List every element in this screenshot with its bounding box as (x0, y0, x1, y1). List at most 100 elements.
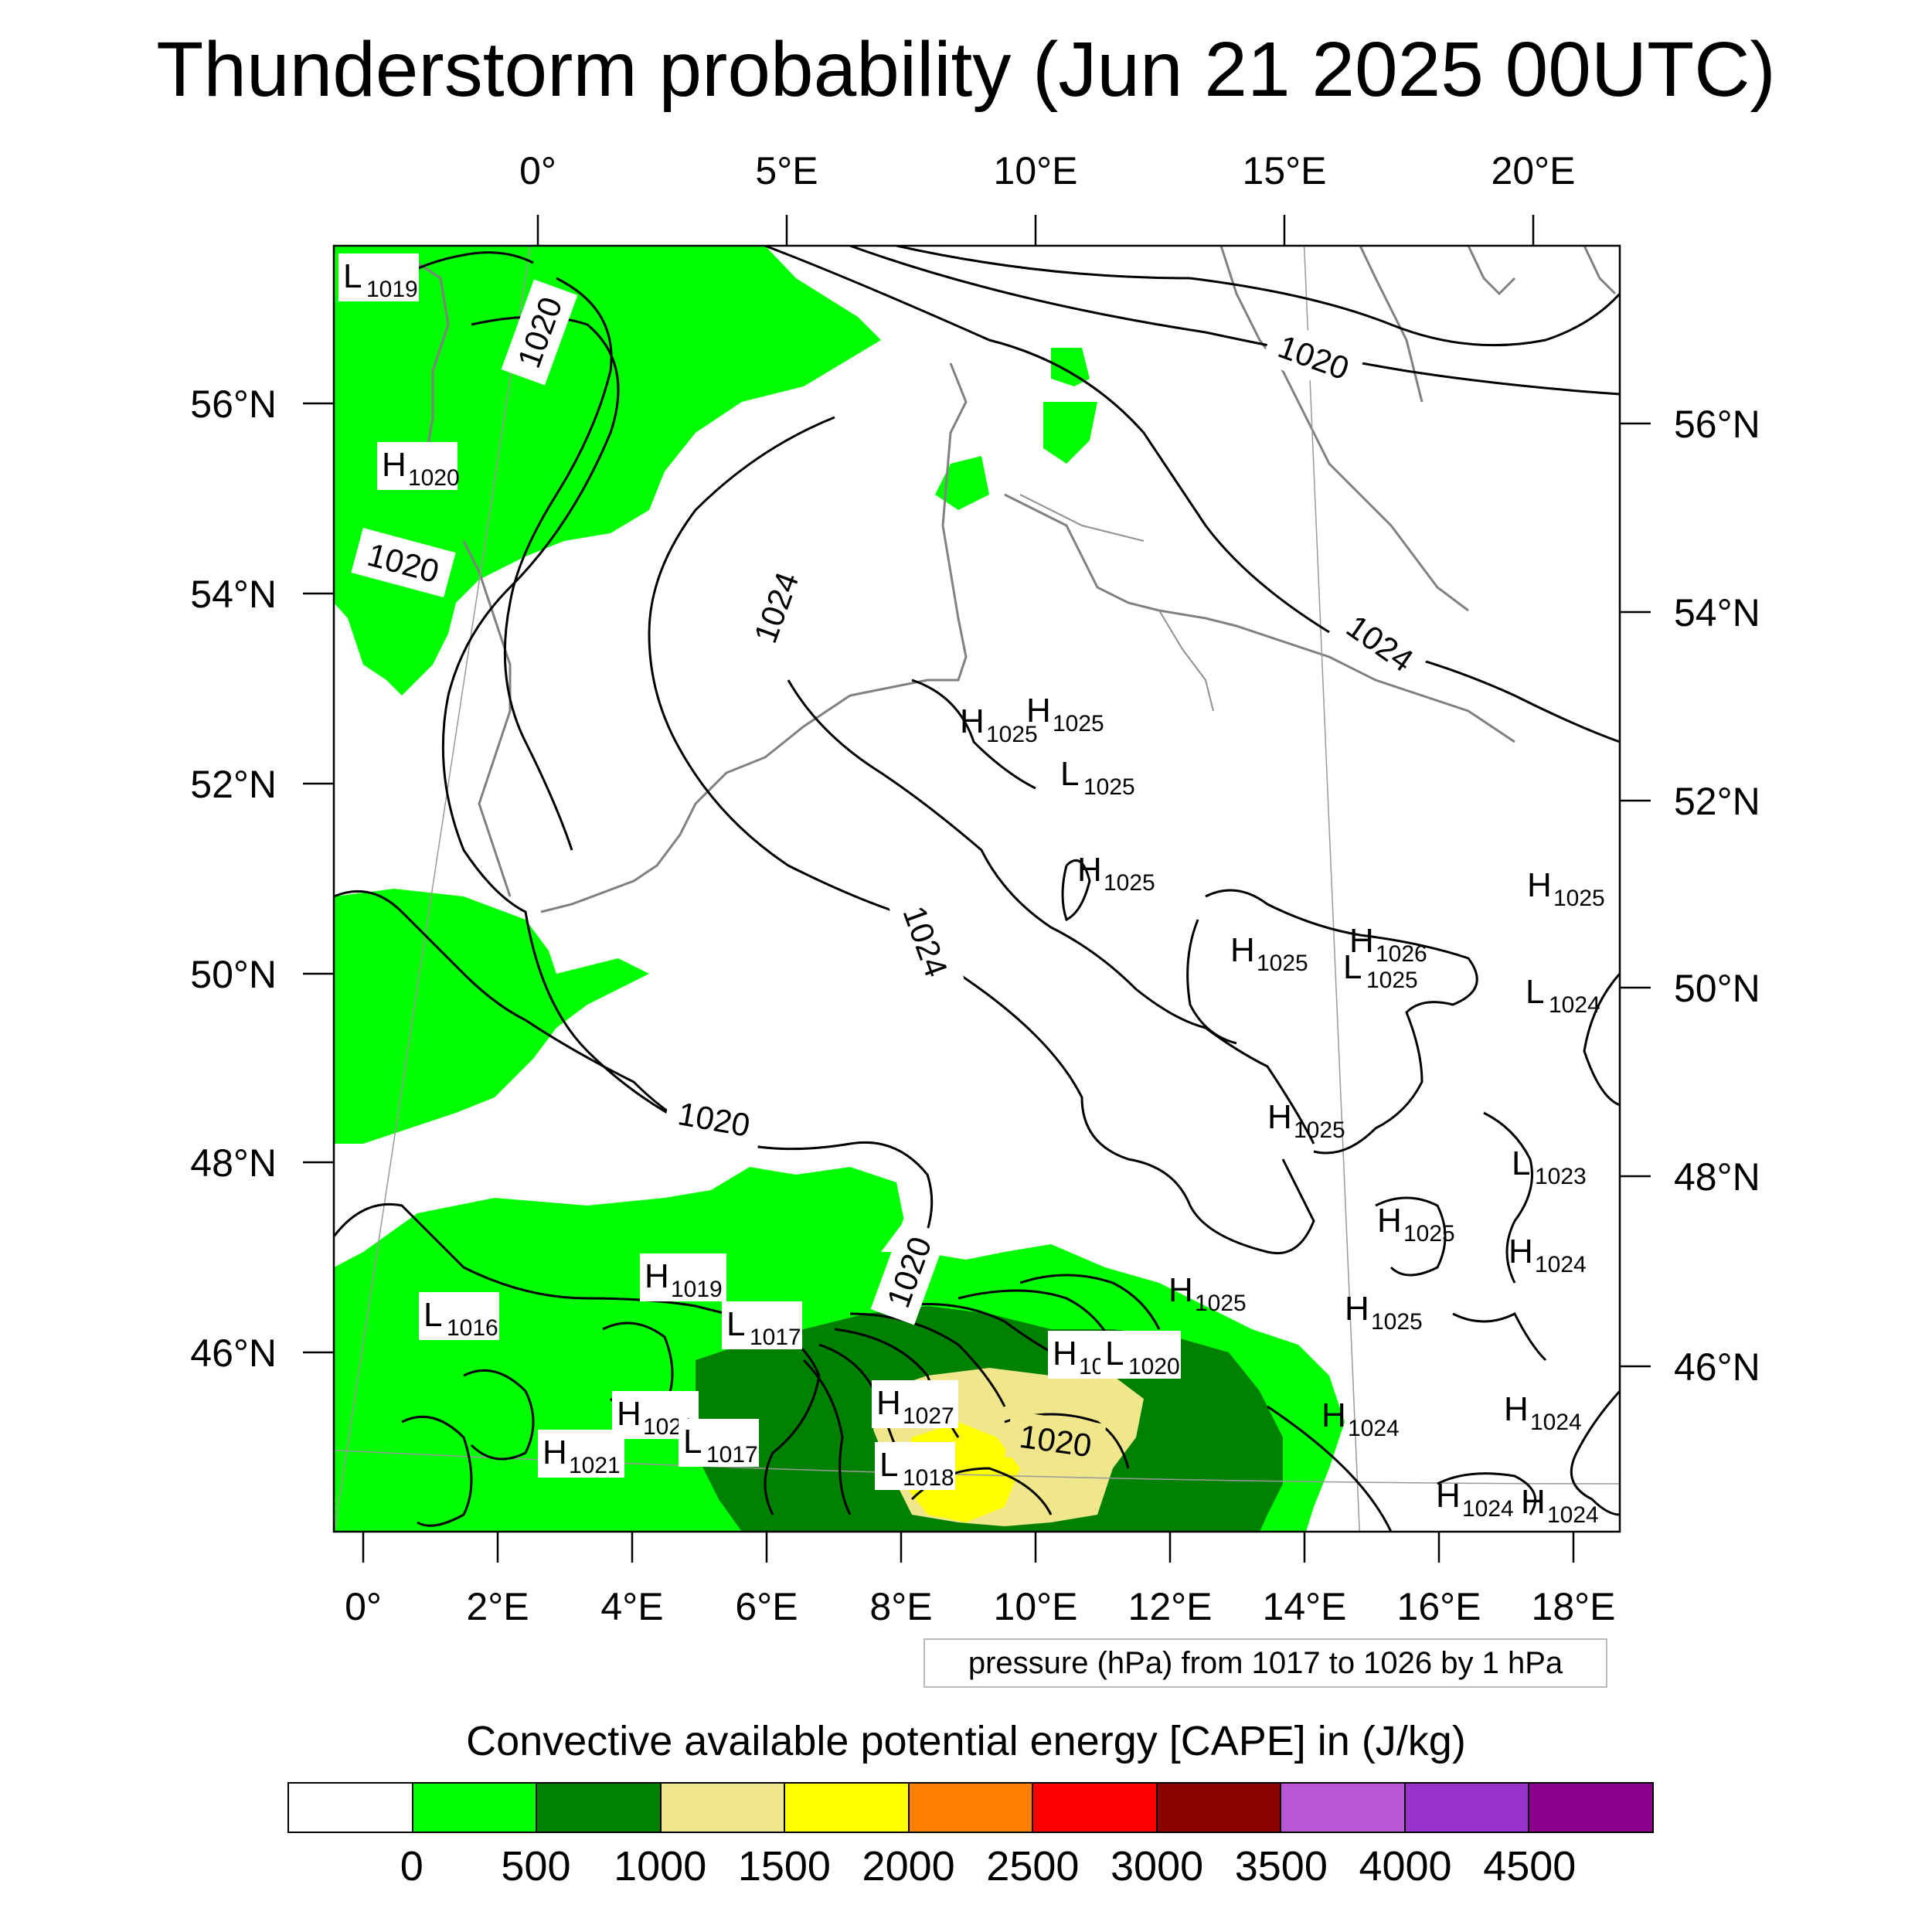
right-lat-tick: 52°N (1674, 780, 1760, 823)
svg-text:1025: 1025 (986, 722, 1038, 747)
pressure-center: H 1021 (538, 1430, 624, 1478)
top-lon-tick: 15°E (1243, 149, 1327, 192)
colorbar-label: 3500 (1234, 1843, 1328, 1889)
colorbar-label: 2000 (862, 1843, 955, 1889)
country-borders (1019, 494, 1214, 712)
colorbar-label: 0 (400, 1843, 423, 1889)
pressure-center: L 1024 (1526, 973, 1600, 1018)
pressure-center: H 1025 (1377, 1202, 1455, 1247)
svg-text:H: H (1509, 1233, 1533, 1270)
left-lat-tick: 54°N (190, 573, 277, 616)
svg-text:L: L (1512, 1145, 1530, 1182)
svg-text:1017: 1017 (706, 1442, 758, 1468)
top-lon-tick: 10°E (994, 149, 1078, 192)
bottom-lon-tick: 12°E (1128, 1585, 1213, 1628)
colorbar-title: Convective available potential energy [C… (466, 1718, 1466, 1764)
pressure-center: L 1025 (1343, 948, 1418, 993)
cape-area-channel (334, 889, 649, 1144)
pressure-center: H 1024 (1436, 1477, 1514, 1522)
bottom-lon-tick: 16°E (1397, 1585, 1481, 1628)
svg-text:1016: 1016 (447, 1315, 498, 1341)
svg-text:1025: 1025 (1195, 1291, 1247, 1316)
svg-text:L: L (343, 257, 362, 295)
colorbar-bin (785, 1784, 910, 1832)
svg-text:L: L (1105, 1335, 1124, 1372)
top-lon-tick: 0° (519, 149, 556, 192)
right-lat-tick: 56°N (1674, 403, 1760, 446)
colorbar-label: 4500 (1483, 1843, 1577, 1889)
pressure-center: H 1024 (1504, 1390, 1582, 1435)
left-lat-tick: 52°N (190, 763, 277, 806)
top-lon-labels: 0° 5°E 10°E 15°E 20°E (519, 149, 1575, 192)
svg-text:10: 10 (1079, 1354, 1104, 1379)
svg-text:H: H (1521, 1483, 1546, 1521)
svg-text:H: H (1168, 1271, 1193, 1309)
bottom-lon-tick: 0° (345, 1585, 382, 1628)
bottom-lon-tick: 14°E (1263, 1585, 1347, 1628)
svg-text:1023: 1023 (1535, 1164, 1587, 1189)
pressure-center: H 1025 (1026, 692, 1104, 736)
svg-text:H: H (1077, 851, 1102, 889)
svg-text:H: H (1267, 1098, 1292, 1136)
bottom-lon-tick: 2°E (466, 1585, 529, 1628)
svg-text:1024: 1024 (1462, 1496, 1514, 1522)
left-lat-tick: 48°N (190, 1141, 277, 1185)
pressure-center: H 1025 (1527, 866, 1605, 911)
pressure-center: H 10 (1048, 1331, 1108, 1379)
tick-marks (303, 215, 1651, 1563)
svg-text:1021: 1021 (569, 1453, 621, 1478)
colorbar-label: 2500 (986, 1843, 1080, 1889)
svg-text:H: H (1053, 1335, 1077, 1372)
colorbar-bin (1033, 1784, 1158, 1832)
svg-text:H: H (1345, 1290, 1369, 1328)
bottom-lon-tick: 18°E (1532, 1585, 1616, 1628)
svg-text:H: H (617, 1395, 641, 1433)
map-frame (332, 244, 1621, 1533)
svg-text:1025: 1025 (1104, 870, 1155, 896)
graticule (334, 246, 1620, 1532)
svg-text:1024: 1024 (1547, 1502, 1599, 1528)
svg-text:H: H (1504, 1390, 1529, 1428)
svg-text:L: L (1343, 948, 1362, 986)
coastlines (417, 246, 1617, 913)
svg-text:1025: 1025 (1257, 951, 1308, 976)
svg-text:H: H (1230, 931, 1255, 969)
colorbar (287, 1782, 1654, 1833)
svg-text:1025: 1025 (1053, 711, 1104, 736)
pressure-center: H 1025 (1077, 851, 1155, 896)
right-lat-tick: 48°N (1674, 1155, 1760, 1199)
pressure-center: H 1024 (1509, 1233, 1587, 1277)
svg-text:1018: 1018 (903, 1465, 954, 1491)
top-lon-tick: 5°E (755, 149, 818, 192)
colorbar-bin (909, 1784, 1034, 1832)
cape-area-northwest (334, 246, 881, 696)
svg-text:H: H (1527, 866, 1552, 904)
colorbar-bin (1529, 1784, 1653, 1832)
bottom-lon-tick: 4°E (600, 1585, 663, 1628)
svg-text:1024: 1024 (1535, 1252, 1587, 1277)
colorbar-bin (537, 1784, 662, 1832)
pressure-center: H 1024 (1521, 1483, 1599, 1528)
pressure-center: L 1018 (875, 1442, 955, 1491)
left-lat-tick: 56°N (190, 383, 277, 426)
pressure-center: L 1017 (722, 1301, 802, 1350)
pressure-center: H 1025 (960, 702, 1038, 747)
bottom-lon-labels: 0° 2°E 4°E 6°E 8°E 10°E 12°E 14°E 16°E 1… (345, 1585, 1615, 1628)
svg-text:H: H (645, 1257, 669, 1295)
pressure-center: H 1024 (1321, 1396, 1400, 1441)
svg-text:1025: 1025 (1366, 968, 1418, 993)
svg-text:1017: 1017 (750, 1325, 801, 1350)
svg-text:H: H (1349, 922, 1374, 960)
colorbar-bin (661, 1784, 786, 1832)
right-lat-tick: 46°N (1674, 1345, 1760, 1389)
pressure-center: H 1026 (1349, 922, 1427, 967)
colorbar-bin (1157, 1784, 1282, 1832)
colorbar-bin (1281, 1784, 1406, 1832)
svg-text:1019: 1019 (366, 277, 418, 302)
svg-text:L: L (683, 1423, 702, 1461)
pressure-center: L 1016 (419, 1292, 499, 1341)
top-lon-tick: 20°E (1492, 149, 1576, 192)
svg-text:L: L (726, 1305, 745, 1343)
svg-text:H: H (1436, 1477, 1461, 1515)
